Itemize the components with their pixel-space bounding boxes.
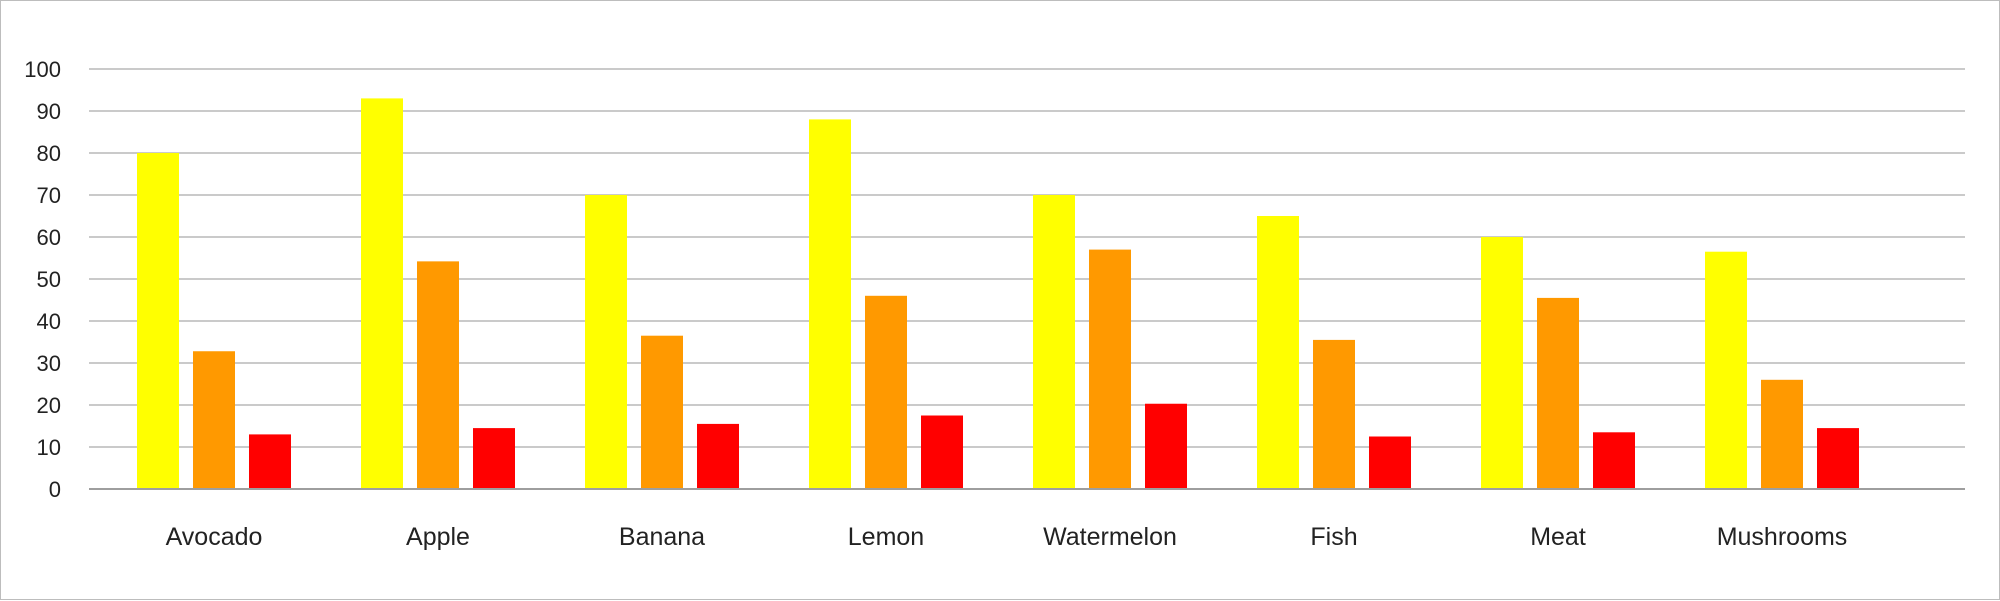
y-tick-label-60: 60: [37, 225, 61, 250]
bar-watermelon-series-2: [1089, 249, 1131, 489]
bar-meat-series-2: [1537, 297, 1579, 489]
x-category-label-banana: Banana: [619, 523, 705, 551]
y-tick-label-30: 30: [37, 351, 61, 376]
x-category-label-fish: Fish: [1310, 523, 1357, 551]
bar-fish-series-2: [1313, 339, 1355, 489]
bar-lemon-series-2: [865, 295, 907, 489]
y-tick-label-80: 80: [37, 141, 61, 166]
bar-banana-series-1: [585, 195, 627, 489]
x-category-label-avocado: Avocado: [166, 523, 263, 551]
x-category-label-lemon: Lemon: [848, 523, 924, 551]
bar-banana-series-2: [641, 335, 683, 489]
bar-mushrooms-series-2: [1761, 379, 1803, 489]
bar-lemon-series-3: [921, 415, 963, 489]
bar-fish-series-3: [1369, 436, 1411, 489]
y-tick-label-20: 20: [37, 393, 61, 418]
bar-avocado-series-3: [249, 434, 291, 489]
bar-lemon-series-1: [809, 119, 851, 490]
y-tick-label-90: 90: [37, 99, 61, 124]
bar-watermelon-series-1: [1033, 195, 1075, 489]
y-tick-label-50: 50: [37, 267, 61, 292]
bar-avocado-series-1: [137, 153, 179, 489]
y-tick-label-100: 100: [24, 57, 61, 82]
category-labels: Avocado Apple Banana Lemon Watermelon Fish Mea…: [166, 523, 1848, 551]
bar-apple-series-1: [361, 98, 403, 490]
y-tick-label-70: 70: [37, 183, 61, 208]
bar-fish-series-1: [1257, 216, 1299, 489]
bars: [137, 98, 1859, 490]
bar-apple-series-2: [417, 261, 459, 489]
bar-meat-series-3: [1593, 432, 1635, 489]
bar-banana-series-3: [697, 423, 739, 489]
y-tick-label-0: 0: [49, 477, 61, 502]
x-category-label-meat: Meat: [1530, 523, 1586, 551]
x-category-label-apple: Apple: [406, 523, 470, 551]
bar-avocado-series-2: [193, 351, 235, 489]
y-tick-label-40: 40: [37, 309, 61, 334]
y-tick-labels: 0 10 20 30 40 50 60 70 80 90 100: [24, 57, 61, 502]
bar-watermelon-series-3: [1145, 403, 1187, 489]
x-category-label-mushrooms: Mushrooms: [1717, 523, 1848, 551]
bar-mushrooms-series-3: [1817, 428, 1859, 489]
bar-mushrooms-series-1: [1705, 251, 1747, 489]
bar-meat-series-1: [1481, 237, 1523, 489]
bar-apple-series-3: [473, 428, 515, 489]
x-category-label-watermelon: Watermelon: [1043, 523, 1177, 551]
y-tick-label-10: 10: [37, 435, 61, 460]
